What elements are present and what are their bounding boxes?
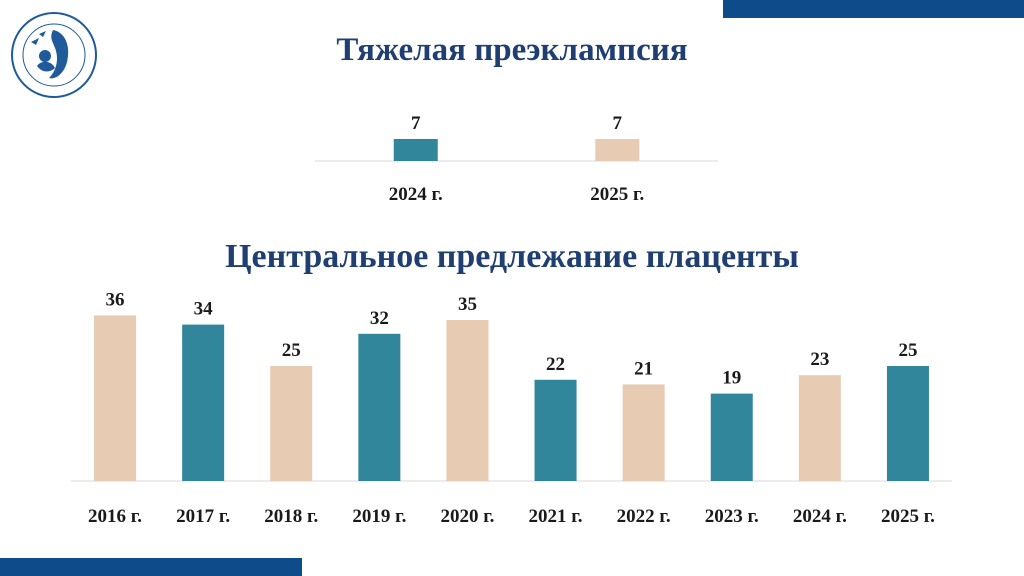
- chart2-category-label-10: 2025 г.: [881, 506, 935, 527]
- chart1-bar-2: [595, 139, 640, 161]
- chart2-bar-1: [94, 315, 137, 481]
- chart2-bar-6: [534, 379, 577, 481]
- top-accent-bar: [723, 0, 1024, 18]
- chart2-category-label-3: 2018 г.: [264, 506, 318, 527]
- chart2-value-label-4: 32: [370, 308, 389, 329]
- chart2-title: Центральное предлежание плаценты: [225, 238, 799, 275]
- chart2-category-label-6: 2021 г.: [529, 506, 583, 527]
- chart2-category-label-8: 2023 г.: [705, 506, 759, 527]
- chart2-value-label-9: 23: [810, 349, 829, 370]
- chart2-category-label-5: 2020 г.: [440, 506, 494, 527]
- chart2-bar-10: [886, 366, 929, 481]
- chart1-category-label-1: 2024 г.: [389, 184, 443, 205]
- chart2-value-label-2: 34: [194, 299, 214, 320]
- chart2-value-label-10: 25: [898, 340, 917, 361]
- chart2-value-label-7: 21: [634, 358, 653, 379]
- chart2-value-label-6: 22: [546, 354, 565, 375]
- mother-child-emblem-icon: [9, 10, 99, 100]
- chart2-value-label-5: 35: [458, 294, 477, 315]
- bottom-accent-bar: [0, 558, 302, 576]
- chart2-bar-3: [270, 366, 313, 481]
- chart2-category-label-7: 2022 г.: [617, 506, 671, 527]
- chart1-category-label-2: 2025 г.: [590, 184, 644, 205]
- chart2-category-label-9: 2024 г.: [793, 506, 847, 527]
- chart2-bar-7: [622, 384, 665, 481]
- chart1-value-label-1: 7: [411, 113, 421, 134]
- chart2-category-label-2: 2017 г.: [176, 506, 230, 527]
- chart2-bar-2: [182, 324, 225, 481]
- chart2-value-label-8: 19: [722, 368, 741, 389]
- chart2-value-label-3: 25: [282, 340, 301, 361]
- chart2-category-label-1: 2016 г.: [88, 506, 142, 527]
- chart2-bar-5: [446, 320, 489, 481]
- chart1-bar-1: [393, 139, 438, 161]
- chart2-bar-4: [358, 333, 401, 481]
- chart2-bar-8: [710, 393, 753, 481]
- chart1-title: Тяжелая преэклампсия: [336, 32, 688, 68]
- chart2-value-label-1: 36: [106, 289, 125, 310]
- chart1-value-label-2: 7: [613, 113, 623, 134]
- chart2-category-label-4: 2019 г.: [352, 506, 406, 527]
- chart2-bar-9: [798, 375, 841, 481]
